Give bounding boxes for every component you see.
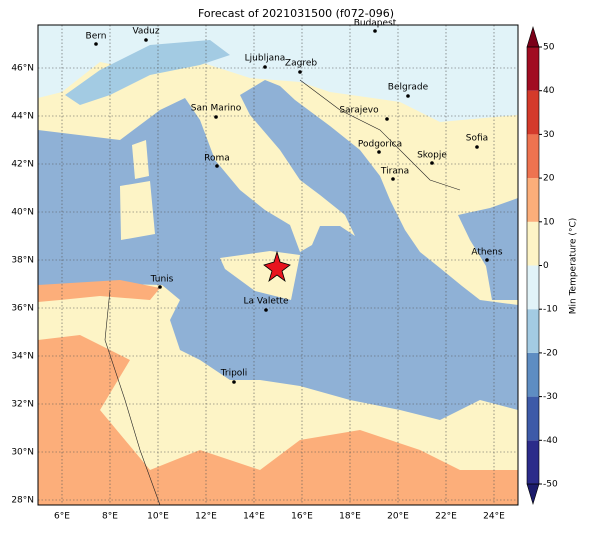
- city-dot: [475, 145, 479, 149]
- y-tick-label: 46°N: [11, 64, 34, 74]
- alps-cold: [65, 40, 230, 105]
- star-marker: [263, 250, 291, 283]
- city-dot: [377, 150, 381, 154]
- x-tick-label: 24°E: [483, 512, 505, 522]
- city-dot: [385, 117, 389, 121]
- x-tick-label: 12°E: [195, 512, 217, 522]
- aegean-sea: [458, 198, 518, 300]
- colorbar-extend-over: [526, 25, 540, 48]
- x-tick-label: 22°E: [435, 512, 457, 522]
- colorbar-tick-label: -20: [543, 348, 558, 358]
- y-tick-label: 42°N: [11, 160, 34, 170]
- colorbar-bin: [527, 47, 539, 91]
- x-tick-label: 18°E: [339, 512, 361, 522]
- city-label: Ljubljana: [245, 54, 286, 64]
- map-title: Forecast of 2021031500 (f072-096): [198, 7, 394, 20]
- warm-coast: [38, 280, 160, 302]
- city-label: Athens: [471, 248, 502, 258]
- border: [104, 289, 161, 505]
- city-dot: [214, 115, 218, 119]
- border: [299, 79, 461, 191]
- colorbar-bin: [527, 440, 539, 484]
- city-dot: [263, 65, 267, 69]
- city-dot: [94, 42, 98, 46]
- city-label: Vaduz: [132, 27, 159, 37]
- city-label: La Valette: [244, 297, 289, 307]
- city-label: Tunis: [150, 275, 174, 285]
- y-tick-label: 40°N: [11, 208, 34, 218]
- city-label: San Marino: [191, 104, 242, 114]
- colorbar-tick-label: -30: [543, 392, 558, 402]
- city-label: Bern: [86, 32, 107, 42]
- city-label: Roma: [204, 154, 230, 164]
- x-tick-label: 10°E: [147, 512, 169, 522]
- colorbar-bin: [527, 265, 539, 310]
- y-tick-label: 28°N: [11, 496, 34, 506]
- city-dot: [430, 161, 434, 165]
- colorbar-bin: [527, 178, 539, 222]
- city-dot: [298, 70, 302, 74]
- colorbar-bin: [527, 134, 539, 179]
- city-dot: [406, 94, 410, 98]
- city-label: Tirana: [380, 167, 409, 177]
- city-dot: [232, 380, 236, 384]
- colorbar-bin: [527, 352, 539, 397]
- city-label: Tripoli: [220, 369, 248, 379]
- colorbar-tick-label: 40: [543, 86, 555, 96]
- y-tick-label: 38°N: [11, 256, 34, 266]
- colorbar-bin: [527, 396, 539, 441]
- city-label: Sofia: [466, 134, 488, 144]
- city-dot: [215, 164, 219, 168]
- city-label: Sarajevo: [339, 106, 379, 116]
- city-label: Budapest: [354, 19, 397, 29]
- city-label: Podgorica: [358, 140, 402, 150]
- city-dot: [264, 308, 268, 312]
- y-tick-label: 32°N: [11, 400, 34, 410]
- x-tick-label: 20°E: [387, 512, 409, 522]
- colorbar-extend-under: [526, 483, 540, 506]
- city-label: Belgrade: [388, 83, 429, 93]
- corsica: [132, 140, 149, 179]
- y-tick-label: 36°N: [11, 304, 34, 314]
- y-tick-label: 44°N: [11, 112, 34, 122]
- y-tick-label: 30°N: [11, 448, 34, 458]
- sardinia: [120, 181, 155, 240]
- colorbar-tick-label: 0: [543, 261, 549, 271]
- colorbar-label: Min Temperature (°C): [569, 218, 579, 315]
- colorbar-tick-label: 10: [543, 217, 555, 227]
- city-dot: [391, 177, 395, 181]
- map-frame: [37, 24, 519, 506]
- y-tick-label: 34°N: [11, 352, 34, 362]
- colorbar-tick-label: -50: [543, 480, 558, 490]
- colorbar-tick-label: 30: [543, 130, 555, 140]
- colorbar-tick-label: 50: [543, 43, 555, 53]
- x-tick-label: 14°E: [243, 512, 265, 522]
- city-dot: [158, 285, 162, 289]
- colorbar-tick-label: 20: [543, 174, 555, 184]
- city-label: Zagreb: [285, 59, 317, 69]
- city-dot: [144, 38, 148, 42]
- colorbar-bin: [527, 309, 539, 353]
- x-tick-label: 8°E: [102, 512, 118, 522]
- x-tick-label: 16°E: [291, 512, 313, 522]
- colorbar-bin: [527, 90, 539, 135]
- colorbar-bin: [527, 221, 539, 266]
- city-label: Skopje: [417, 151, 447, 161]
- city-dot: [373, 29, 377, 33]
- city-dot: [485, 258, 489, 262]
- x-tick-label: 6°E: [54, 512, 70, 522]
- colorbar-tick-label: -40: [543, 436, 558, 446]
- colorbar-tick-label: -10: [543, 305, 558, 315]
